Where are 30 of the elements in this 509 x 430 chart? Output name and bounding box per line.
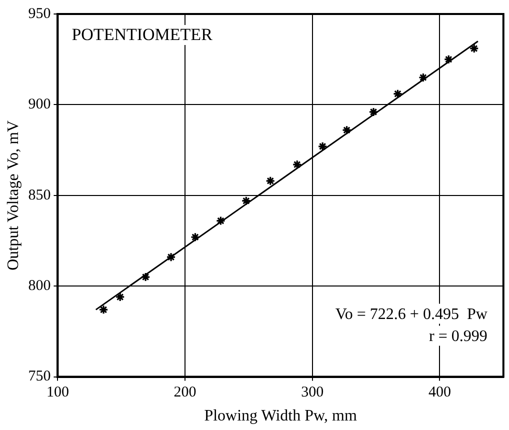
y-tick-label: 750 [28,368,51,385]
annotation: Vo = 722.6 + 0.495 Pw [335,306,488,323]
point [241,196,251,206]
point [318,142,328,152]
y-tick-label: 850 [28,187,51,204]
point [444,54,454,64]
x-tick-label: 400 [428,384,451,401]
y-axis-title: Output Voltage Vo, mV [4,120,22,270]
y-tick-label: 800 [28,278,51,294]
y-tick-label: 900 [28,96,51,113]
point [190,232,200,242]
point [115,292,125,302]
annotation: POTENTIOMETER [72,25,214,44]
point [140,272,150,282]
x-tick-label: 200 [174,384,196,401]
point [469,44,479,54]
annotation: r = 0.999 [429,328,488,345]
point [392,89,403,99]
point [342,125,352,135]
x-tick-label: 100 [46,384,69,401]
x-tick-label: 300 [301,384,324,401]
point [292,160,302,170]
point [418,72,428,82]
point [166,252,176,262]
point [266,176,276,186]
x-axis-title: Plowing Width Pw, mm [204,408,358,425]
point [368,107,378,117]
point [98,304,108,314]
point [216,216,226,226]
y-tick-label: 950 [28,6,51,22]
